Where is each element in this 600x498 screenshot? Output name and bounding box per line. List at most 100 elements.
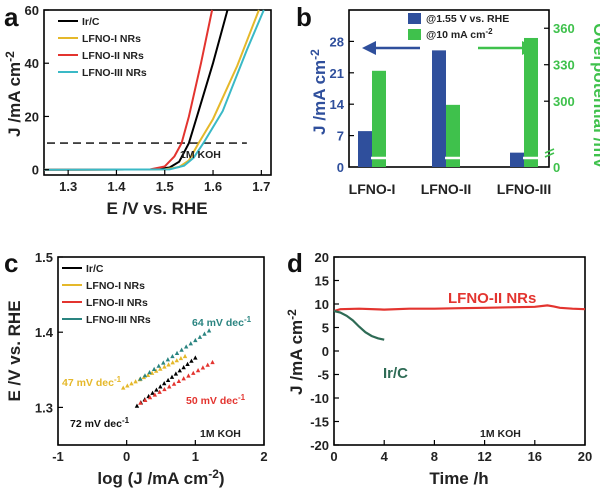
tafel-label-lfno-ii: 50 mV dec-1 bbox=[186, 393, 246, 407]
point-lfno-iii-nrs-14 bbox=[202, 331, 207, 336]
point-lfno-ii-nrs-9 bbox=[181, 376, 186, 381]
point-ir-c-6 bbox=[158, 384, 163, 389]
point-ir-c-8 bbox=[165, 377, 171, 383]
panel-c-xlabel-sup: -2 bbox=[208, 467, 219, 481]
point-lfno-ii-nrs-0 bbox=[138, 400, 143, 405]
point-lfno-ii-nrs-12 bbox=[195, 368, 201, 373]
panel-b-left-ylabel: J /mA cm-2 bbox=[308, 49, 329, 135]
panel-d-ylabel-sup: -2 bbox=[285, 309, 299, 320]
point-lfno-ii-nrs-7 bbox=[171, 381, 177, 386]
y-tick-label-1-3: 1.3 bbox=[35, 400, 53, 415]
point-lfno-iii-nrs-5 bbox=[161, 360, 166, 365]
y-tick-label-5: 5 bbox=[322, 321, 329, 336]
point-lfno-iii-nrs-0 bbox=[138, 376, 143, 381]
x-tick-label-20: 20 bbox=[578, 449, 592, 464]
tafel-label-lfno-ii-text: 50 mV dec bbox=[186, 395, 238, 407]
point-lfno-ii-nrs-15 bbox=[210, 359, 215, 365]
y-tick-label-60: 60 bbox=[25, 3, 39, 18]
y-tick-label-15: 15 bbox=[315, 274, 329, 289]
legend-label-ir-c: Ir/C bbox=[82, 16, 100, 28]
tafel-label-lfno-ii-sup: -1 bbox=[238, 393, 246, 402]
y-tick-label-10: 10 bbox=[315, 297, 329, 312]
panel-d-xlabel: Time /h bbox=[429, 469, 488, 488]
panel-c-ticks: -1 0 1 2 1.3 1.4 1.5 bbox=[35, 250, 268, 464]
y-tick-label-1-4: 1.4 bbox=[35, 325, 54, 340]
panel-b-ticks: 7 14 21 28 0 300 330 360 0 bbox=[330, 21, 575, 175]
point-lfno-iii-nrs-1 bbox=[142, 373, 148, 378]
x-tick-label-4: 4 bbox=[381, 449, 389, 464]
x-tick-label-1-3: 1.3 bbox=[59, 179, 77, 194]
point-lfno-ii-nrs-5 bbox=[162, 386, 167, 392]
bar-10ma-lfno-iii bbox=[524, 37, 538, 167]
y-tick-label-10: -10 bbox=[310, 391, 329, 406]
point-lfno-ii-nrs-10 bbox=[186, 373, 191, 378]
point-lfno-iii-nrs-10 bbox=[183, 344, 189, 349]
point-lfno-i-nrs-12 bbox=[170, 360, 175, 365]
y-tick-label-40: 40 bbox=[25, 56, 39, 71]
point-ir-c-15 bbox=[193, 355, 198, 360]
point-lfno-ii-nrs-11 bbox=[191, 370, 196, 375]
legend-label-10ma-text: @10 mA cm bbox=[426, 29, 485, 41]
legend-label-10ma: @10 mA cm-2 bbox=[426, 27, 493, 41]
point-ir-c-11 bbox=[177, 368, 182, 373]
legend-label-1-55v: @1.55 V vs. RHE bbox=[426, 13, 509, 25]
panel-b-right-ylabel: Overpotential /mV bbox=[590, 23, 600, 169]
tafel-label-ir-c: 72 mV dec-1 bbox=[70, 416, 130, 430]
x-tick-label-1-6: 1.6 bbox=[204, 179, 222, 194]
panel-c-xlabel-text: log (J /mA cm bbox=[97, 469, 208, 488]
category-label-lfno-iii: LFNO-III bbox=[497, 181, 551, 197]
panel-a-frame bbox=[43, 9, 272, 176]
point-lfno-iii-nrs-2 bbox=[147, 370, 152, 375]
bar-1-55v-lfno-iii bbox=[510, 152, 524, 167]
tafel-label-lfno-iii: 64 mV dec-1 bbox=[192, 315, 252, 329]
panel-c-xlabel-end: ) bbox=[219, 469, 225, 488]
legend-label-lfno-i: LFNO-I NRs bbox=[86, 280, 145, 292]
left-y-tick-label-14: 14 bbox=[330, 97, 345, 112]
point-lfno-iii-nrs-4 bbox=[156, 363, 161, 368]
bar-10ma-lfno-i bbox=[372, 70, 386, 167]
legend-label-10ma-sup: -2 bbox=[485, 27, 493, 36]
point-lfno-iii-nrs-12 bbox=[193, 337, 198, 343]
panel-a-electrolyte-note: 1M KOH bbox=[180, 149, 221, 161]
panel-a-ylabel: J /mA cm-2 bbox=[3, 51, 24, 137]
x-tick-label-8: 8 bbox=[431, 449, 438, 464]
x-tick-label-1-4: 1.4 bbox=[107, 179, 126, 194]
x-tick-label-1-7: 1.7 bbox=[252, 179, 270, 194]
point-lfno-i-nrs-14 bbox=[178, 355, 184, 361]
panel-a-letter: a bbox=[4, 2, 19, 32]
panel-d-letter: d bbox=[287, 248, 303, 278]
x-tick-label-1: -1 bbox=[52, 449, 64, 464]
point-ir-c-7 bbox=[162, 381, 167, 386]
point-ir-c-13 bbox=[185, 361, 190, 366]
series-label-lfno-ii: LFNO-II NRs bbox=[448, 290, 536, 307]
panel-c-frame bbox=[57, 256, 265, 446]
point-lfno-ii-nrs-3 bbox=[152, 392, 158, 397]
point-lfno-i-nrs-3 bbox=[133, 379, 138, 384]
point-lfno-i-nrs-6 bbox=[145, 372, 151, 378]
tafel-label-lfno-i: 47 mV dec-1 bbox=[62, 375, 122, 389]
panel-b-letter: b bbox=[296, 2, 312, 32]
point-ir-c-9 bbox=[169, 374, 175, 379]
point-lfno-ii-nrs-13 bbox=[200, 365, 206, 370]
left-y-tick-label-0: 0 bbox=[337, 160, 344, 175]
panel-c-ylabel: E /V vs. RHE bbox=[5, 300, 24, 401]
point-lfno-i-nrs-2 bbox=[129, 381, 134, 386]
tafel-label-ir-c-sup: -1 bbox=[122, 416, 130, 425]
panel-b-axis-break bbox=[544, 148, 555, 158]
panel-a-curves bbox=[43, 9, 265, 171]
point-lfno-i-nrs-8 bbox=[153, 368, 159, 373]
left-y-tick-label-28: 28 bbox=[330, 34, 344, 49]
point-lfno-i-nrs-10 bbox=[162, 364, 167, 369]
point-lfno-ii-nrs-6 bbox=[167, 384, 172, 389]
series-label-ir-c: Ir/C bbox=[383, 365, 408, 382]
y-tick-label-0: 0 bbox=[32, 163, 39, 178]
curve-lfno-i-nrs bbox=[43, 9, 260, 171]
x-tick-label-0: 0 bbox=[123, 449, 130, 464]
curve-ir-c bbox=[333, 309, 385, 341]
point-ir-c-0 bbox=[134, 403, 140, 408]
